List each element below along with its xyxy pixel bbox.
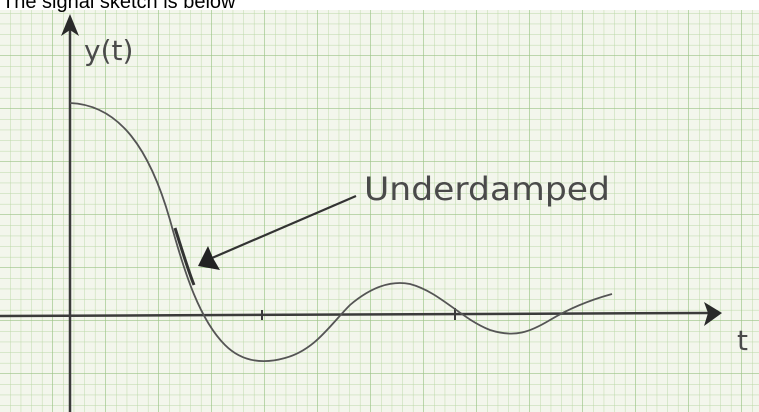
page: {"caption": "The signal sketch is below"… (0, 0, 759, 412)
caption: The signal sketch is below (2, 0, 236, 13)
x-axis-label: t (737, 324, 748, 357)
annotation-label: Underdamped (364, 170, 610, 208)
y-axis-label: y(t) (84, 34, 133, 67)
graph-paper-sketch: The signal sketch is below y(t) t Underd… (0, 0, 759, 412)
